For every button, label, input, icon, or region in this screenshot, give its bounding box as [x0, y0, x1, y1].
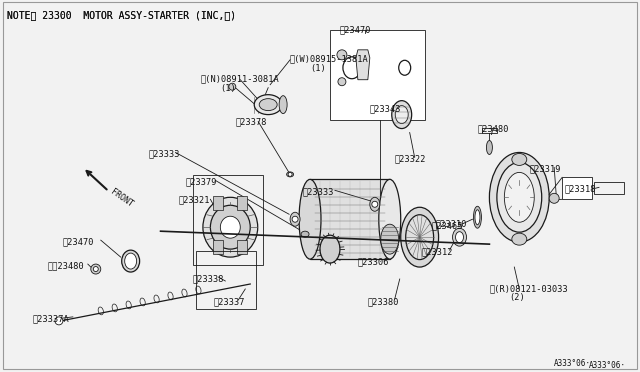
Circle shape: [549, 193, 559, 203]
Text: ※23378: ※23378: [236, 118, 267, 126]
Text: (1): (1): [220, 84, 236, 93]
Ellipse shape: [512, 233, 527, 245]
Ellipse shape: [474, 206, 481, 228]
Polygon shape: [356, 50, 370, 80]
Ellipse shape: [122, 250, 140, 272]
Ellipse shape: [504, 172, 534, 222]
Text: ※23333: ※23333: [303, 187, 335, 196]
Text: ※23319: ※23319: [529, 164, 561, 173]
Ellipse shape: [512, 154, 527, 166]
Ellipse shape: [220, 216, 240, 238]
Ellipse shape: [456, 232, 463, 243]
Text: ※※23480: ※※23480: [48, 261, 84, 270]
Bar: [594, 182, 624, 194]
Text: ※23312: ※23312: [422, 247, 453, 256]
Text: NOTE、 23300  MOTOR ASSY-STARTER (INC,※): NOTE、 23300 MOTOR ASSY-STARTER (INC,※): [7, 10, 236, 20]
Ellipse shape: [125, 253, 137, 269]
Text: FRONT: FRONT: [109, 187, 134, 209]
Text: ※23379: ※23379: [186, 177, 217, 186]
Text: ※23321: ※23321: [179, 195, 210, 204]
Circle shape: [55, 317, 63, 325]
Ellipse shape: [406, 215, 434, 260]
Text: ※23337: ※23337: [213, 297, 245, 306]
Text: ※23306: ※23306: [358, 257, 389, 266]
Ellipse shape: [287, 172, 294, 177]
Circle shape: [372, 201, 378, 207]
Text: A333°06·: A333°06·: [589, 361, 626, 370]
Text: (1): (1): [310, 64, 326, 73]
Text: ※23318: ※23318: [564, 185, 596, 193]
Ellipse shape: [290, 212, 300, 226]
Circle shape: [288, 172, 292, 176]
Bar: [562, 177, 592, 199]
Ellipse shape: [381, 224, 399, 254]
Circle shape: [229, 83, 236, 90]
Ellipse shape: [211, 205, 250, 249]
Circle shape: [93, 267, 99, 272]
Ellipse shape: [254, 94, 282, 115]
Ellipse shape: [486, 141, 492, 154]
Bar: [213, 240, 223, 254]
Bar: [237, 196, 247, 210]
Bar: [310, 179, 390, 259]
Text: ※23470: ※23470: [340, 25, 371, 34]
Text: ※23343: ※23343: [370, 105, 401, 113]
Ellipse shape: [320, 235, 340, 263]
Text: ※23465: ※23465: [431, 221, 463, 230]
Text: ※23338: ※23338: [193, 274, 224, 283]
Ellipse shape: [203, 197, 258, 257]
Ellipse shape: [370, 197, 380, 211]
Ellipse shape: [475, 210, 480, 225]
Ellipse shape: [301, 231, 309, 237]
Text: ※23380: ※23380: [368, 297, 399, 306]
Bar: [213, 196, 223, 210]
Bar: [196, 251, 256, 309]
Ellipse shape: [401, 207, 438, 267]
Text: ※(R)08121-03033: ※(R)08121-03033: [490, 284, 568, 293]
Text: ※23322: ※23322: [395, 154, 426, 163]
Ellipse shape: [497, 163, 541, 232]
Circle shape: [292, 216, 298, 222]
Text: ※23470: ※23470: [63, 237, 95, 246]
Ellipse shape: [259, 99, 277, 110]
Ellipse shape: [392, 101, 412, 129]
Circle shape: [337, 50, 347, 60]
Text: ※23337A: ※23337A: [33, 314, 70, 323]
Ellipse shape: [396, 106, 408, 124]
Text: A333°06·: A333°06·: [554, 359, 591, 368]
Text: (2): (2): [509, 293, 525, 302]
Ellipse shape: [490, 153, 549, 242]
Text: ※23480: ※23480: [477, 125, 509, 134]
Text: ※(W)08915-1381A: ※(W)08915-1381A: [290, 55, 369, 64]
Ellipse shape: [299, 179, 321, 259]
Ellipse shape: [379, 179, 401, 259]
Circle shape: [91, 264, 100, 274]
Text: ※23333: ※23333: [148, 150, 180, 158]
Text: ※(N)08911-3081A: ※(N)08911-3081A: [200, 75, 279, 84]
Ellipse shape: [279, 96, 287, 113]
Bar: [483, 128, 497, 132]
Text: NOTE、 23300  MOTOR ASSY-STARTER (INC,※): NOTE、 23300 MOTOR ASSY-STARTER (INC,※): [7, 10, 236, 20]
Circle shape: [338, 78, 346, 86]
Bar: [237, 240, 247, 254]
Bar: [193, 175, 263, 265]
Text: ※23310: ※23310: [436, 219, 467, 228]
Ellipse shape: [452, 228, 467, 246]
Bar: [330, 30, 424, 119]
